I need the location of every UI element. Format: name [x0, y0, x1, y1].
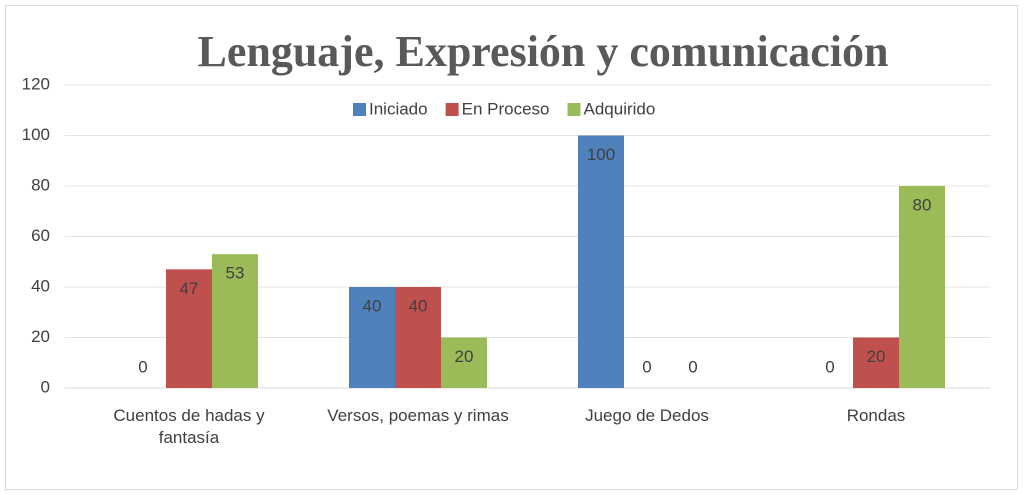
data-label: 47 — [180, 279, 199, 298]
bar — [166, 269, 212, 388]
bar — [899, 186, 945, 388]
data-label: 0 — [688, 357, 697, 376]
data-label: 80 — [913, 195, 932, 214]
data-label: 100 — [587, 145, 615, 164]
data-label: 0 — [642, 357, 651, 376]
x-tick-label: Cuentos de hadas y fantasía — [113, 406, 265, 447]
y-tick-label: 120 — [22, 74, 50, 93]
data-label: 0 — [138, 357, 147, 376]
bar — [395, 287, 441, 388]
data-label: 53 — [226, 264, 245, 283]
legend-swatch — [567, 103, 581, 116]
y-tick-label: 80 — [31, 175, 50, 194]
y-tick-label: 20 — [31, 327, 50, 346]
data-label: 0 — [825, 357, 834, 376]
chart-title: Lenguaje, Expresión y comunicación — [197, 27, 888, 76]
legend-label: En Proceso — [462, 99, 550, 118]
data-label: 20 — [455, 347, 474, 366]
legend-swatch — [445, 103, 459, 116]
legend-label: Iniciado — [369, 99, 428, 118]
y-tick-label: 0 — [41, 377, 50, 396]
x-tick-label: Versos, poemas y rimas — [327, 406, 509, 425]
data-label: 40 — [363, 296, 382, 315]
x-tick-label: Juego de Dedos — [585, 406, 709, 425]
chart-border — [5, 5, 1018, 490]
bar — [578, 135, 624, 388]
bar — [349, 287, 395, 388]
legend-label: Adquirido — [584, 99, 656, 118]
bar — [441, 337, 487, 388]
legend-swatch — [353, 103, 366, 116]
y-tick-label: 60 — [31, 226, 50, 245]
y-tick-label: 100 — [22, 125, 50, 144]
x-tick-label: Rondas — [846, 406, 906, 425]
y-tick-label: 40 — [31, 276, 50, 295]
bar — [212, 254, 258, 388]
bar — [853, 337, 899, 388]
data-label: 20 — [867, 347, 886, 366]
data-label: 40 — [409, 296, 428, 315]
